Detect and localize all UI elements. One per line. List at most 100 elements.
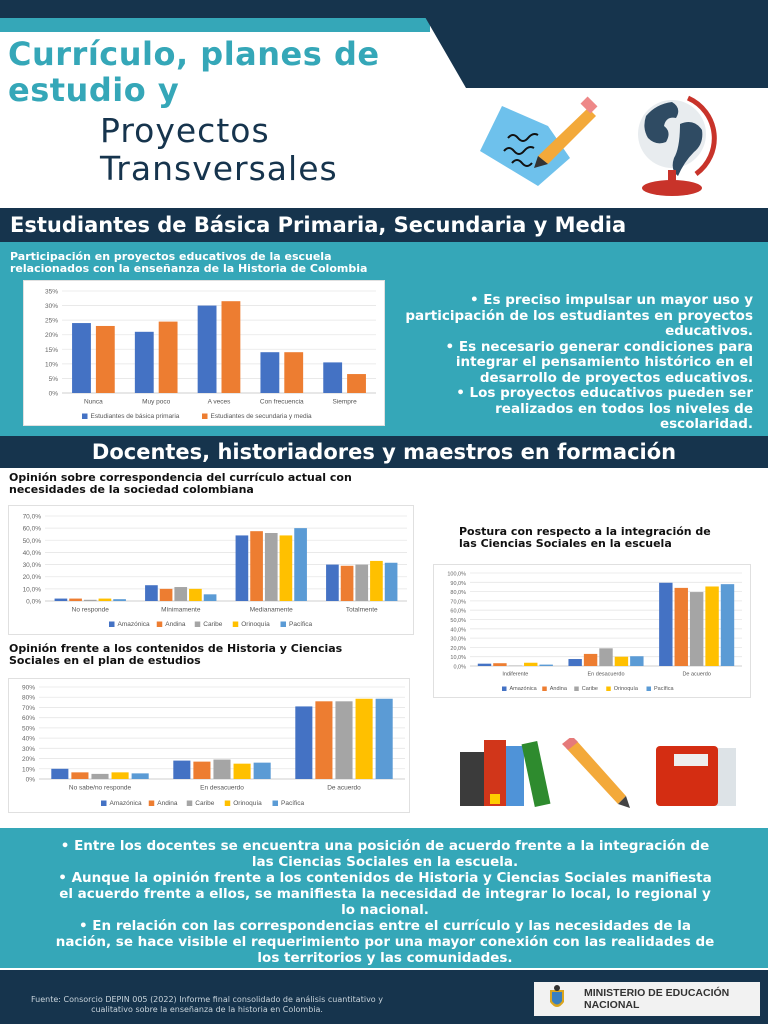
books-icon xyxy=(460,740,551,807)
bar xyxy=(583,653,598,666)
folder-icon xyxy=(656,746,736,806)
legend-swatch xyxy=(101,800,107,806)
bar xyxy=(674,587,688,666)
bar xyxy=(477,663,492,666)
legend-swatch xyxy=(606,686,611,691)
bar xyxy=(91,773,109,779)
y-tick-label: 70% xyxy=(22,705,35,712)
bar xyxy=(213,759,231,779)
bar xyxy=(260,352,280,393)
bar xyxy=(253,762,271,779)
bar xyxy=(174,587,188,601)
legend-swatch xyxy=(109,621,115,627)
writing-paper-icon xyxy=(480,96,598,186)
y-tick-label: 90,0% xyxy=(450,581,466,587)
y-tick-label: 0% xyxy=(26,777,36,784)
footer-source: Fuente: Consorcio DEPIN 005 (2022) Infor… xyxy=(12,995,402,1015)
chart4-container: 0% 10% 20% 30% 40% 50% 60% 70% 80% 90% No sabe/no … xyxy=(8,678,410,813)
summary-bullet-3: • En relación con las correspondencias e… xyxy=(55,918,715,966)
bar xyxy=(111,772,129,779)
coat-of-arms-icon xyxy=(550,985,564,1007)
bar xyxy=(134,331,154,393)
y-tick-label: 35% xyxy=(45,289,58,296)
bar xyxy=(264,533,278,601)
chart3-bar-chart: 0,0% 10,0% 20,0% 30,0% 40,0% 50,0% 60,0% 70,0% 8… xyxy=(447,572,742,692)
y-tick-label: 60% xyxy=(22,715,35,722)
y-tick-label: 40,0% xyxy=(23,550,42,557)
chart2-container: 0,0% 10,0% 20,0% 30,0% 40,0% 50,0% 60,0% 70,0% N… xyxy=(8,505,414,635)
legend-swatch xyxy=(272,800,278,806)
ministry-name: MINISTERIO DE EDUCACIÓN NACIONAL xyxy=(584,987,729,1011)
bar xyxy=(113,599,126,601)
legend-label: Orinoquía xyxy=(614,686,639,692)
y-tick-label: 10% xyxy=(22,766,35,773)
bar xyxy=(197,305,217,393)
x-tick-label: Medianamente xyxy=(250,607,293,614)
bar xyxy=(340,565,354,601)
legend-swatch xyxy=(224,800,231,806)
bar xyxy=(568,659,582,666)
y-tick-label: 40% xyxy=(22,736,35,743)
x-tick-label: De acuerdo xyxy=(682,672,710,678)
bar xyxy=(355,564,369,601)
bar xyxy=(98,598,112,601)
legend-label: Orinoquía xyxy=(233,800,262,807)
bar xyxy=(720,584,735,666)
pencil-icon xyxy=(562,738,630,808)
bar xyxy=(335,701,353,779)
chart1-bar-chart: 0% 5% 10% 15% 20% 25% 30% 35% Nunca Muy poco A vec… xyxy=(45,289,376,420)
bullet-2: • Es necesario generar condiciones para … xyxy=(445,338,753,386)
y-tick-label: 0,0% xyxy=(453,665,466,671)
section1-bullets: • Es preciso impulsar un mayor uso y par… xyxy=(405,292,753,433)
legend-label: Andina xyxy=(157,800,178,807)
chart2-title-line2: necesidades de la sociedad colombiana xyxy=(9,483,254,496)
x-tick-label: En desacuerdo xyxy=(588,672,625,678)
summary-bullet-1: • Entre los docentes se encuentra una po… xyxy=(60,838,710,870)
legend-label: Caribe xyxy=(195,800,215,807)
bar xyxy=(375,698,393,779)
bar xyxy=(524,662,538,666)
y-tick-label: 30% xyxy=(45,303,58,310)
bar xyxy=(326,564,339,601)
bar xyxy=(193,761,211,779)
y-tick-label: 70,0% xyxy=(23,514,42,521)
y-tick-label: 25% xyxy=(45,318,58,325)
source-line2: cualitativo sobre la enseñanza de la his… xyxy=(91,1005,323,1014)
chart1-title-line1: Participación en proyectos educativos de… xyxy=(10,250,332,263)
bar xyxy=(51,768,69,779)
chart4-title: Opinión frente a los contenidos de Histo… xyxy=(9,643,342,667)
bar xyxy=(384,562,398,601)
bar xyxy=(54,598,68,601)
bar xyxy=(295,706,313,779)
legend-label: Caribe xyxy=(582,686,598,692)
bar xyxy=(72,323,91,393)
legend-swatch xyxy=(186,800,193,806)
chart2-title: Opinión sobre correspondencia del curríc… xyxy=(9,472,352,496)
chart1-title-line2: relacionados con la enseñanza de la Hist… xyxy=(10,262,368,275)
top-navy-strip xyxy=(0,0,768,18)
bar xyxy=(158,321,178,393)
bar xyxy=(95,325,115,393)
bar xyxy=(659,582,673,666)
legend-label: Pacífica xyxy=(654,686,675,692)
bar xyxy=(221,301,241,393)
chart4-title-line1: Opinión frente a los contenidos de Histo… xyxy=(9,642,343,655)
bar xyxy=(347,374,366,393)
title-line-1: Currículo, planes de xyxy=(8,35,380,73)
y-tick-label: 5% xyxy=(49,376,59,383)
legend-label: Amazónica xyxy=(110,800,143,807)
chart3-title-line1: Postura con respecto a la integración de xyxy=(459,525,711,538)
x-tick-label: Indiferente xyxy=(502,672,528,678)
ministry-line1: MINISTERIO DE EDUCACIÓN xyxy=(584,987,730,999)
x-tick-label: Mínimamente xyxy=(161,607,201,614)
y-tick-label: 50,0% xyxy=(23,538,42,545)
section2-title: Docentes, historiadores y maestros en fo… xyxy=(91,440,677,464)
bar xyxy=(71,772,89,779)
ministry-logo-box: MINISTERIO DE EDUCACIÓN NACIONAL xyxy=(534,982,760,1016)
y-tick-label: 10% xyxy=(45,361,58,368)
subtitle-line-2: Transversales xyxy=(100,149,338,188)
legend-swatch xyxy=(202,413,208,419)
section2-band: Docentes, historiadores y maestros en fo… xyxy=(0,436,768,468)
chart2-bar-chart: 0,0% 10,0% 20,0% 30,0% 40,0% 50,0% 60,0% 70,0% N… xyxy=(23,514,407,628)
y-tick-label: 20% xyxy=(45,332,58,339)
